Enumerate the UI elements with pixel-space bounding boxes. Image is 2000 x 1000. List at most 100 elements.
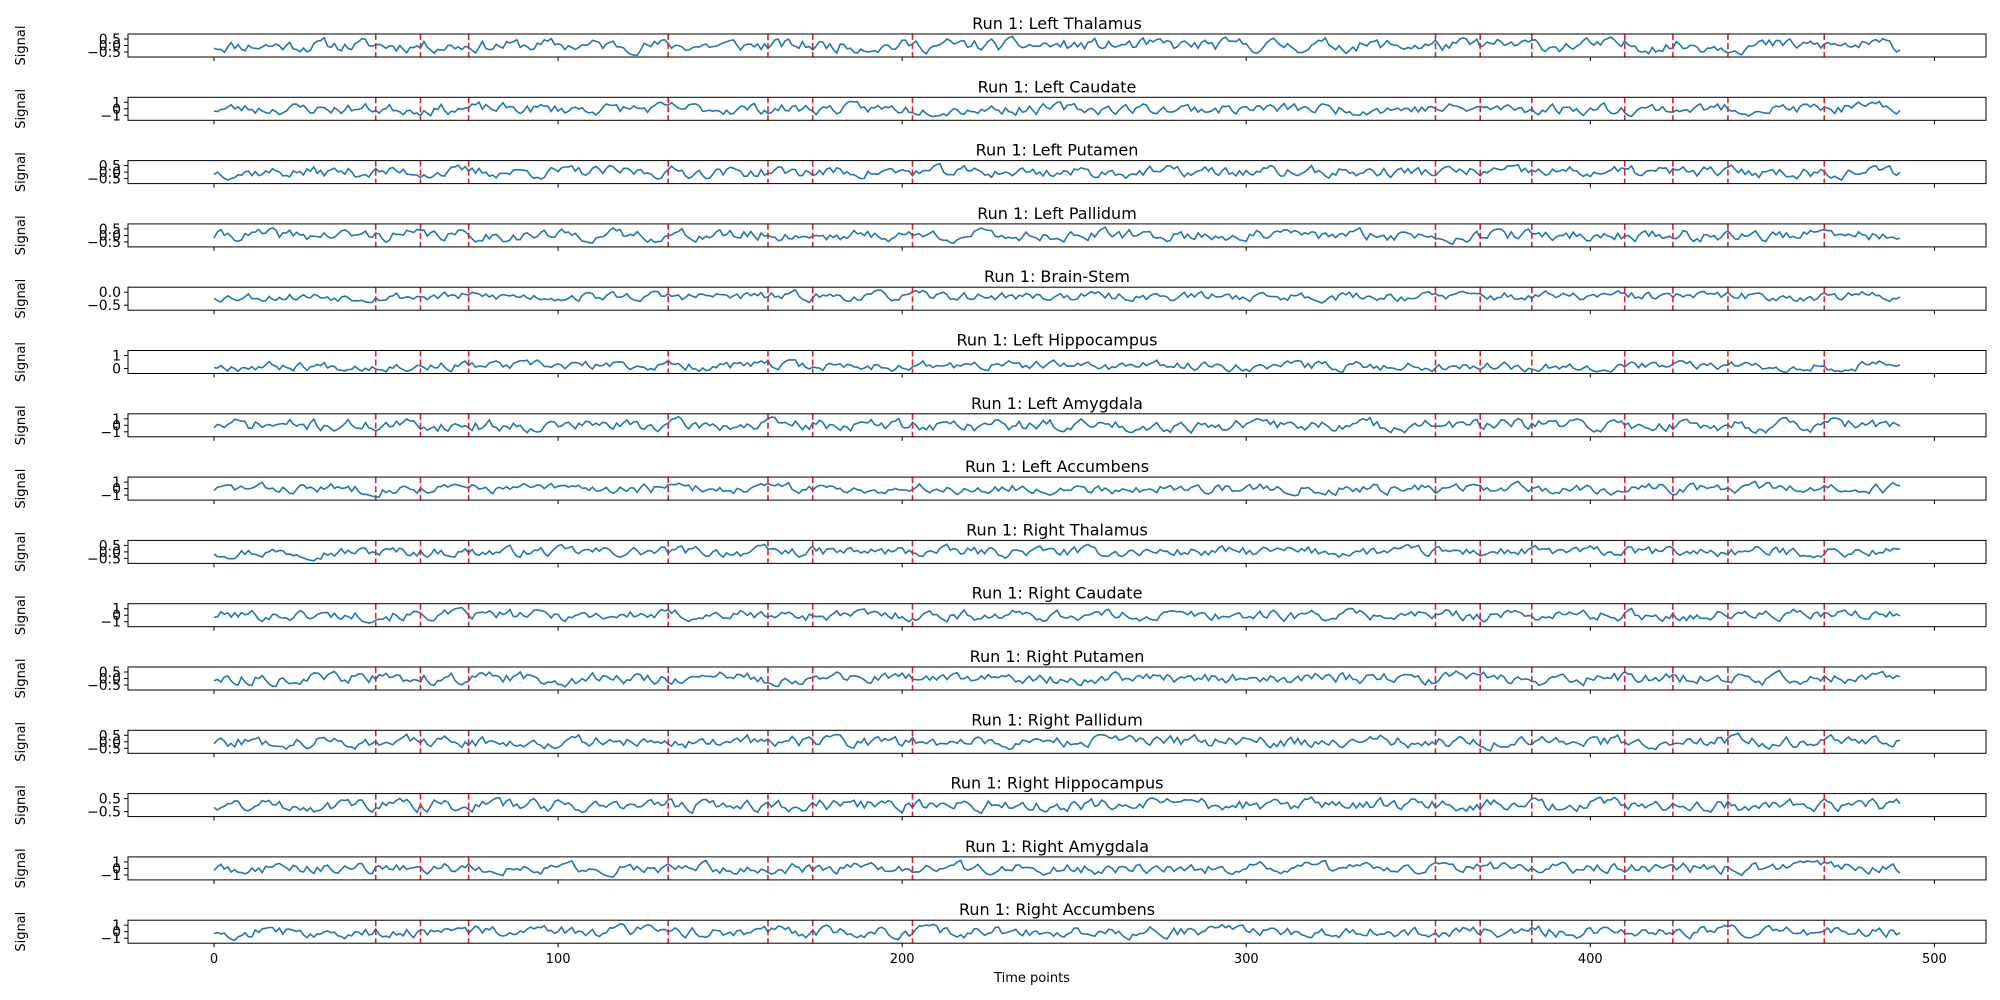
panel-title: Run 1: Left Putamen — [976, 141, 1139, 160]
shared-x-axis: 0 100 200 300 400 500 — [210, 952, 1947, 967]
panel-title: Run 1: Right Thalamus — [966, 520, 1148, 539]
signal-line — [213, 923, 1901, 942]
signal-line — [213, 288, 1901, 304]
y-tick-label: −1 — [100, 868, 121, 884]
axes-frame — [127, 476, 1987, 501]
y-tick-label: 0.5 — [99, 159, 121, 175]
y-tick-label: 0.0 — [99, 39, 121, 55]
panel-14: Run 1: Right Amygdala Signal 10−1 — [14, 837, 1987, 888]
axes-frame — [127, 413, 1987, 438]
y-axis-label: Signal — [14, 26, 29, 66]
y-tick-label: 0 — [112, 608, 121, 624]
panel-title: Run 1: Right Hippocampus — [950, 774, 1163, 793]
y-tick-label: 1 — [112, 602, 121, 618]
y-tick-label: 0.5 — [99, 792, 121, 808]
y-tick-label: −1 — [100, 108, 121, 124]
signal-line — [213, 732, 1901, 752]
signal-line — [213, 162, 1901, 182]
panel-8: Run 1: Left Accumbens Signal 10−1 — [14, 457, 1987, 509]
axes-frame — [127, 350, 1987, 374]
y-tick-label: 0.5 — [99, 728, 121, 744]
y-tick-label: 0 — [112, 861, 121, 877]
y-axis-label: Signal — [14, 215, 29, 255]
y-tick-label: 1 — [112, 95, 121, 111]
y-tick-label: 0.0 — [99, 545, 121, 561]
y-tick-label: 0 — [112, 925, 121, 941]
signal-line — [213, 359, 1901, 374]
x-tick-label: 400 — [1578, 952, 1603, 967]
x-tick-label: 500 — [1922, 952, 1947, 967]
y-tick-label: 0.0 — [99, 228, 121, 244]
panel-title: Run 1: Brain-Stem — [984, 267, 1130, 286]
axes-frame — [127, 793, 1987, 818]
y-tick-label: 0.0 — [99, 735, 121, 751]
y-tick-label: −1 — [100, 488, 121, 504]
axes-frame — [127, 160, 1987, 185]
signal-line — [213, 669, 1901, 688]
panel-5: Run 1: Brain-Stem Signal 0.0−0.5 — [14, 267, 1987, 319]
y-axis-label: Signal — [14, 279, 29, 319]
axes-frame — [127, 603, 1987, 628]
y-tick-label: −1 — [100, 615, 121, 631]
panel-13: Run 1: Right Hippocampus Signal 0.5−0.5 — [14, 774, 1987, 825]
panel-title: Run 1: Left Accumbens — [965, 457, 1149, 476]
panel-title: Run 1: Left Pallidum — [977, 204, 1137, 223]
y-tick-label: −0.5 — [87, 172, 121, 188]
signal-line — [213, 859, 1901, 878]
y-tick-label: 0.5 — [99, 32, 121, 48]
y-axis-label: Signal — [14, 912, 29, 952]
y-tick-label: 0 — [112, 482, 121, 498]
y-axis-label: Signal — [14, 848, 29, 888]
y-tick-label: −1 — [100, 425, 121, 441]
axes-frame — [127, 539, 1987, 564]
x-tick-label: 100 — [546, 952, 571, 967]
signal-line — [213, 415, 1901, 435]
y-tick-label: 0 — [112, 418, 121, 434]
panel-title: Run 1: Left Caudate — [978, 77, 1137, 96]
x-axis-label: Time points — [993, 971, 1070, 986]
y-axis-label: Signal — [14, 659, 29, 699]
y-tick-label: 1 — [112, 918, 121, 934]
panel-title: Run 1: Right Putamen — [970, 647, 1145, 666]
panel-11: Run 1: Right Putamen Signal 0.50.0−0.5 — [14, 647, 1987, 699]
axes-frame — [127, 33, 1987, 58]
panel-title: Run 1: Left Amygdala — [971, 394, 1143, 413]
y-tick-label: 0.0 — [99, 672, 121, 688]
axes-frame — [127, 666, 1987, 691]
y-tick-label: 0.5 — [99, 222, 121, 238]
panel-6: Run 1: Left Hippocampus Signal 10 — [14, 331, 1987, 382]
axes-frame — [127, 729, 1987, 754]
y-axis-label: Signal — [14, 595, 29, 635]
panel-1: Run 1: Left Thalamus Signal 0.50.0−0.5 — [14, 14, 1987, 66]
panel-3: Run 1: Left Putamen Signal 0.50.0−0.5 — [14, 141, 1987, 192]
x-tick-label: 0 — [210, 952, 218, 967]
y-tick-label: −0.5 — [87, 741, 121, 757]
signal-line — [213, 226, 1901, 246]
y-axis-label: Signal — [14, 342, 29, 382]
y-tick-label: −0.5 — [87, 235, 121, 251]
y-tick-label: 0.0 — [99, 285, 121, 301]
x-tick-label: 300 — [1234, 952, 1259, 967]
panel-title: Run 1: Left Hippocampus — [956, 331, 1157, 350]
y-tick-label: 0.5 — [99, 538, 121, 554]
y-tick-label: −1 — [100, 931, 121, 947]
axes-frame — [127, 856, 1987, 881]
y-tick-label: 0 — [112, 102, 121, 118]
y-tick-label: −0.5 — [87, 551, 121, 567]
y-axis-label: Signal — [14, 722, 29, 762]
panel-title: Run 1: Right Amygdala — [965, 837, 1149, 856]
panel-12: Run 1: Right Pallidum Signal 0.50.0−0.5 — [14, 710, 1987, 762]
y-tick-label: 1 — [112, 412, 121, 428]
axes-frame — [127, 286, 1987, 311]
signal-line — [213, 35, 1901, 57]
panel-2: Run 1: Left Caudate Signal 10−1 — [14, 77, 1987, 129]
panel-15: Run 1: Right Accumbens Signal 10−1 — [14, 900, 1987, 952]
y-tick-label: 0.5 — [99, 665, 121, 681]
panel-7: Run 1: Left Amygdala Signal 10−1 — [14, 394, 1987, 445]
panel-title: Run 1: Right Accumbens — [959, 900, 1155, 919]
panel-title: Run 1: Right Caudate — [972, 584, 1143, 603]
y-tick-label: 0 — [112, 362, 121, 378]
axes-frame — [127, 223, 1987, 248]
